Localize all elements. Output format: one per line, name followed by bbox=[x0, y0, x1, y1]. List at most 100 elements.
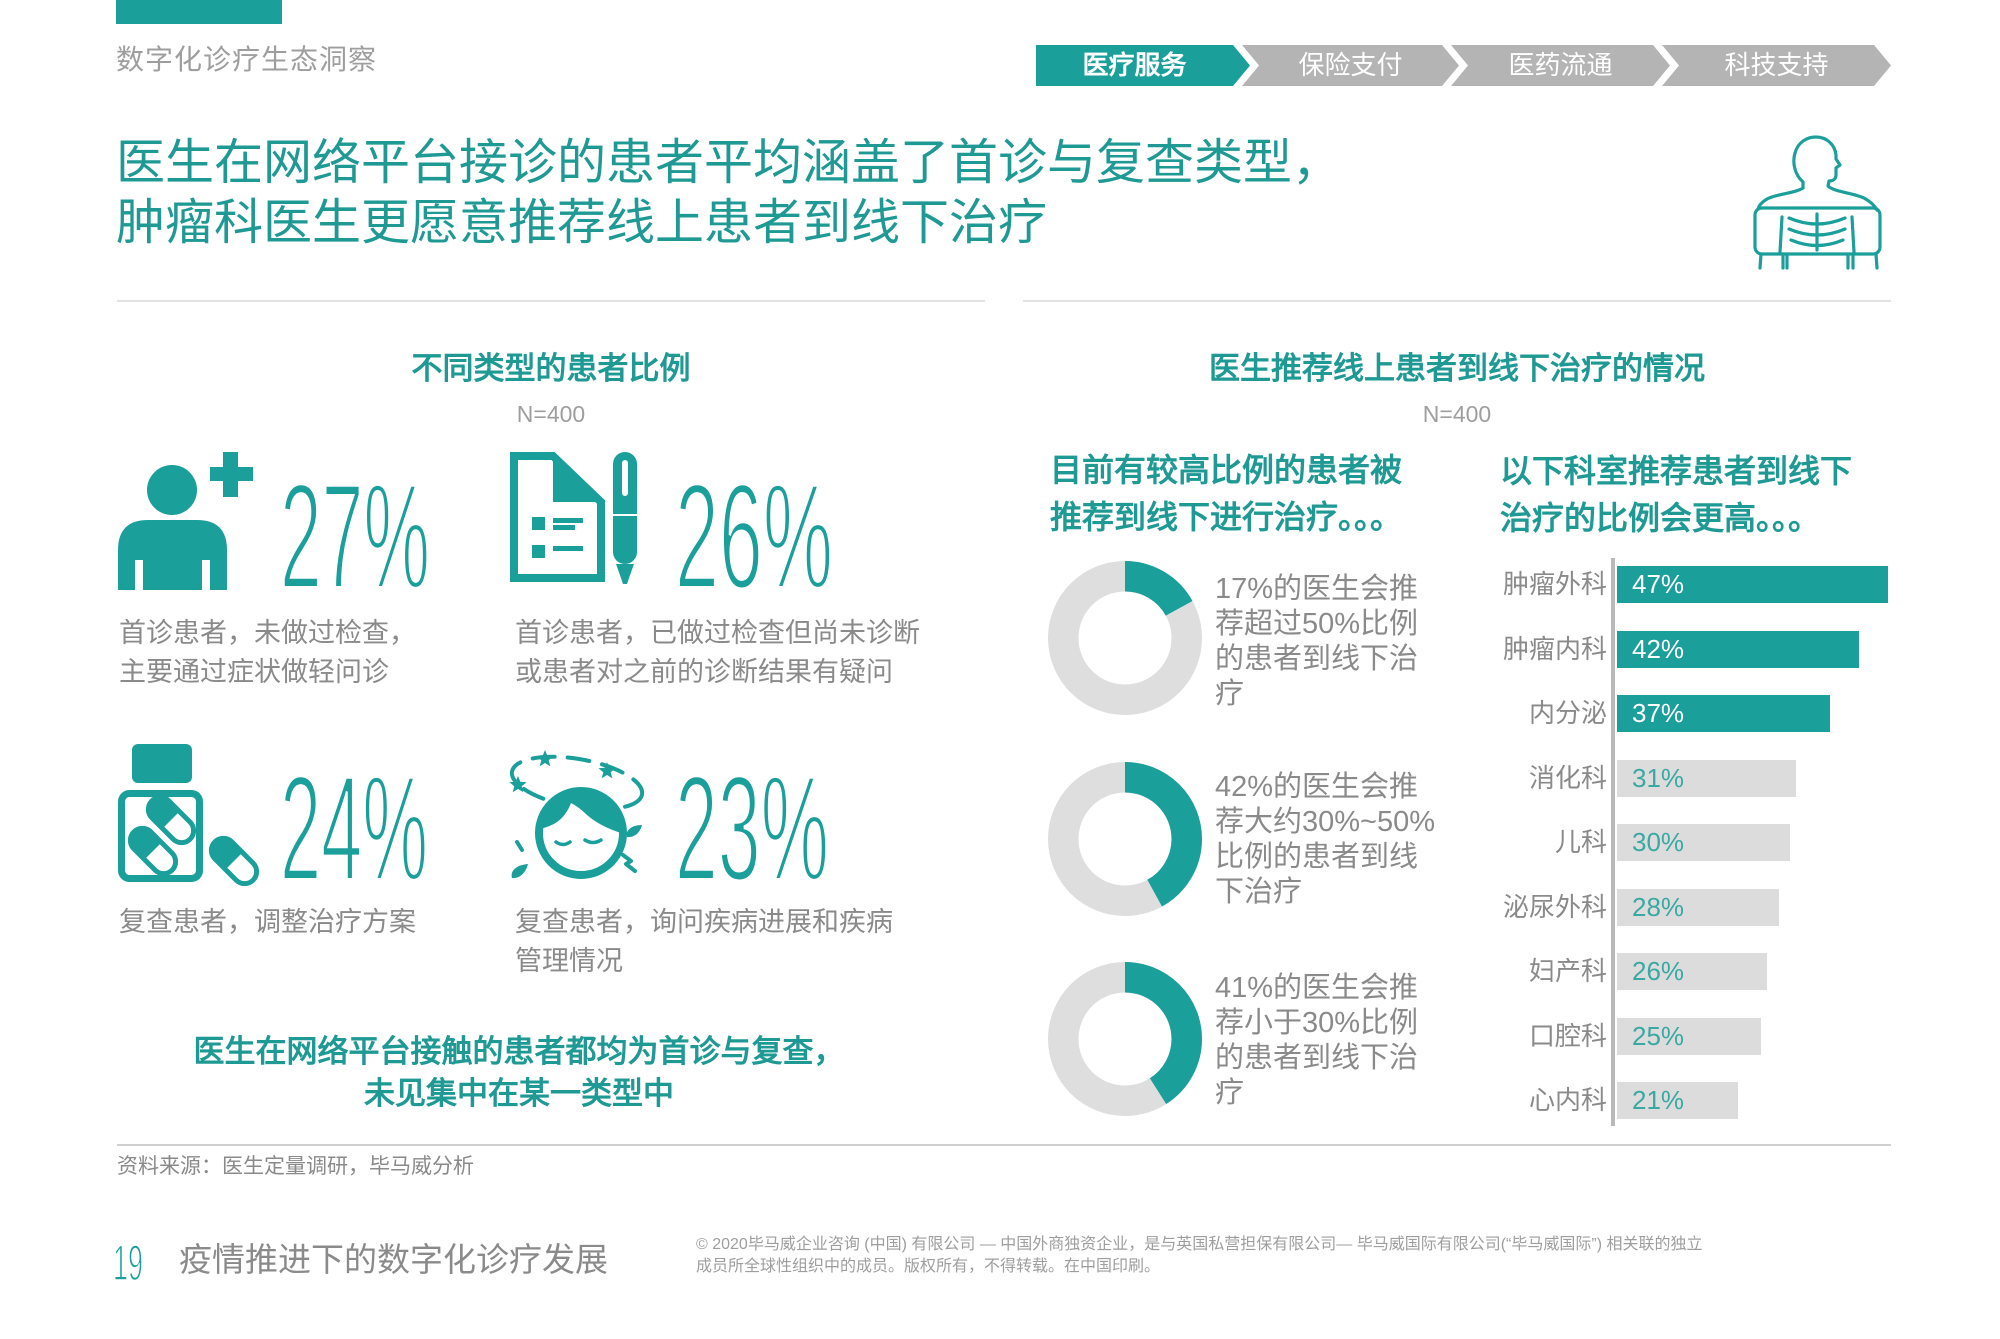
stat-description-line: 首诊患者，未做过检查， bbox=[119, 618, 416, 648]
svg-text:27%: 27% bbox=[280, 478, 430, 598]
donut-caption: 41%的医生会推 荐小于30%比例 的患者到线下治 疗 bbox=[1215, 971, 1418, 1111]
page-title-line: 肿瘤科医生更愿意推荐线上患者到线下治疗 bbox=[116, 196, 1048, 250]
stat-value: 27% bbox=[280, 478, 432, 598]
caption-line: 的患者到线下治 bbox=[1215, 1042, 1419, 1074]
bar-label: 内分泌 bbox=[1528, 698, 1607, 728]
bar-value: 42% bbox=[1632, 633, 1685, 664]
bar: 21% bbox=[1617, 1082, 1739, 1119]
stat-description-line: 复查患者，调整治疗方案 bbox=[119, 907, 416, 937]
bar-value: 25% bbox=[1632, 1020, 1685, 1051]
svg-text:19: 19 bbox=[113, 1236, 143, 1286]
bar-label: 泌尿外科 bbox=[1502, 891, 1607, 922]
nav-tab-label: 医药流通 bbox=[1508, 50, 1613, 80]
divider-right bbox=[1023, 300, 1891, 302]
donut-caption: 17%的医生会推 荐超过50%比例 的患者到线下治 疗 bbox=[1215, 572, 1418, 712]
nav-tab-insurance-payment[interactable]: 保险支付 bbox=[1242, 45, 1459, 86]
copyright-notice: © 2020毕马威企业咨询 (中国) 有限公司 — 中国外商独资企业，是与英国私… bbox=[696, 1234, 1702, 1278]
nav-tab-medical-service[interactable]: 医疗服务 bbox=[1036, 45, 1250, 86]
summary-line: 未见集中在某一类型中 bbox=[364, 1076, 674, 1111]
stat-description: 复查患者，询问疾病进展和疾病 管理情况 bbox=[515, 903, 893, 981]
sample-size: N=400 bbox=[516, 401, 586, 427]
caption-line: 疗 bbox=[1215, 678, 1245, 710]
caption-line: 荐小于30%比例 bbox=[1215, 1007, 1419, 1039]
source-divider bbox=[117, 1144, 1891, 1146]
bar-row: 妇产科 26% bbox=[1460, 953, 1900, 1018]
sample-size: N=400 bbox=[1422, 401, 1492, 427]
bar: 42% bbox=[1617, 630, 1860, 668]
stat-description-line: 主要通过症状做轻问诊 bbox=[119, 657, 389, 687]
bar-label: 消化科 bbox=[1528, 762, 1607, 793]
stat-description: 首诊患者，已做过检查但尚未诊断 或患者对之前的诊断结果有疑问 bbox=[515, 614, 920, 692]
stat-value: 24% bbox=[280, 770, 430, 890]
svg-text:26%: 26% bbox=[675, 478, 833, 598]
bar-label: 肿瘤内科 bbox=[1502, 633, 1607, 664]
report-title: 疫情推进下的数字化诊疗发展 bbox=[179, 1241, 608, 1278]
caption-line: 荐超过50%比例 bbox=[1215, 608, 1419, 640]
stat-description-line: 首诊患者，已做过检查但尚未诊断 bbox=[515, 618, 920, 648]
page-title-line: 医生在网络平台接诊的患者平均涵盖了首诊与复查类型， bbox=[116, 136, 1342, 190]
bar-value: 21% bbox=[1632, 1085, 1685, 1115]
stat-description: 首诊患者，未做过检查， 主要通过症状做轻问诊 bbox=[119, 614, 416, 692]
bar-label: 儿科 bbox=[1554, 827, 1607, 857]
bar: 30% bbox=[1617, 824, 1791, 861]
bar-row: 心内科 21% bbox=[1460, 1082, 1900, 1147]
bar-label: 心内科 bbox=[1528, 1085, 1607, 1115]
page-title: 医生在网络平台接诊的患者平均涵盖了首诊与复查类型， 肿瘤科医生更愿意推荐线上患者… bbox=[116, 133, 1341, 253]
bar-value: 31% bbox=[1632, 762, 1685, 793]
caption-line: 荐大约30%~50% bbox=[1215, 806, 1436, 838]
left-summary: 医生在网络平台接触的患者都均为首诊与复查， 未见集中在某一类型中 bbox=[117, 1031, 921, 1115]
svg-text:24%: 24% bbox=[280, 770, 428, 890]
stat-value: 23% bbox=[675, 770, 831, 890]
stat-description-line: 复查患者，询问疾病进展和疾病 bbox=[515, 907, 893, 937]
nav-tab-pharma-distribution[interactable]: 医药流通 bbox=[1451, 45, 1670, 86]
bar-row: 肿瘤外科 47% bbox=[1460, 566, 1900, 631]
top-accent-bar bbox=[116, 0, 282, 24]
bar-row: 内分泌 37% bbox=[1460, 695, 1900, 760]
caption-line: 17%的医生会推 bbox=[1215, 573, 1419, 605]
nav-tab-label: 医疗服务 bbox=[1082, 50, 1187, 80]
nav-tab-tech-support[interactable]: 科技支持 bbox=[1662, 45, 1891, 86]
bar: 47% bbox=[1617, 566, 1889, 603]
stat-description-line: 或患者对之前的诊断结果有疑问 bbox=[515, 657, 893, 687]
source-note: 资料来源：医生定量调研，毕马威分析 bbox=[117, 1155, 474, 1178]
donut-heading: 目前有较高比例的患者被 推荐到线下进行治疗。。。 bbox=[1050, 447, 1402, 541]
department-bar-chart: 肿瘤外科 47% 肿瘤内科 42% 内分泌 37% 消化科 31% 儿科 30%… bbox=[1460, 566, 1900, 1147]
bar-value: 30% bbox=[1632, 827, 1685, 857]
bar: 31% bbox=[1617, 759, 1796, 797]
patient-type-heading: 不同类型的患者比例 bbox=[411, 351, 691, 386]
caption-line: 疗 bbox=[1215, 1077, 1245, 1109]
donut-heading-line: 推荐到线下进行治疗。。。 bbox=[1050, 499, 1403, 535]
nav-tab-label: 科技支持 bbox=[1724, 50, 1829, 80]
referral-heading: 医生推荐线上患者到线下治疗的情况 bbox=[1209, 351, 1705, 386]
bar-heading-line: 治疗的比例会更高。。。 bbox=[1500, 500, 1821, 536]
bar-row: 儿科 30% bbox=[1460, 824, 1900, 889]
xray-chest-icon bbox=[1753, 135, 1882, 270]
stat-description: 复查患者，调整治疗方案 bbox=[119, 903, 416, 942]
donut-chart bbox=[1048, 962, 1202, 1116]
bar-label: 口腔科 bbox=[1528, 1020, 1607, 1051]
bar-row: 肿瘤内科 42% bbox=[1460, 630, 1900, 696]
caption-line: 的患者到线下治 bbox=[1215, 643, 1419, 675]
bar-value: 37% bbox=[1632, 698, 1685, 728]
stat-description-line: 管理情况 bbox=[515, 946, 623, 976]
bar-label: 妇产科 bbox=[1528, 956, 1607, 986]
caption-line: 42%的医生会推 bbox=[1215, 771, 1419, 803]
bar-row: 口腔科 25% bbox=[1460, 1017, 1900, 1083]
pill-bottle-icon bbox=[118, 744, 260, 887]
bar: 25% bbox=[1617, 1017, 1762, 1055]
dizzy-face-icon bbox=[509, 750, 645, 879]
bar-chart-axis bbox=[1611, 558, 1615, 1126]
caption-line: 比例的患者到线 bbox=[1215, 841, 1419, 873]
page-number: 19 bbox=[113, 1236, 144, 1286]
bar-heading-line: 以下科室推荐患者到线下 bbox=[1500, 453, 1853, 489]
donut-caption: 42%的医生会推 荐大约30%~50% 比例的患者到线 下治疗 bbox=[1215, 770, 1435, 910]
bar: 28% bbox=[1617, 888, 1779, 926]
copyright-line: 成员所全球性组织中的成员。版权所有，不得转载。在中国印刷。 bbox=[696, 1258, 1161, 1275]
donut-heading-line: 目前有较高比例的患者被 bbox=[1050, 452, 1403, 488]
donut-chart bbox=[1048, 561, 1202, 715]
caption-line: 41%的医生会推 bbox=[1215, 972, 1419, 1004]
bar: 26% bbox=[1617, 953, 1768, 990]
svg-text:23%: 23% bbox=[675, 770, 829, 890]
copyright-line: © 2020毕马威企业咨询 (中国) 有限公司 — 中国外商独资企业，是与英国私… bbox=[696, 1236, 1703, 1253]
bar-label: 肿瘤外科 bbox=[1502, 569, 1607, 599]
